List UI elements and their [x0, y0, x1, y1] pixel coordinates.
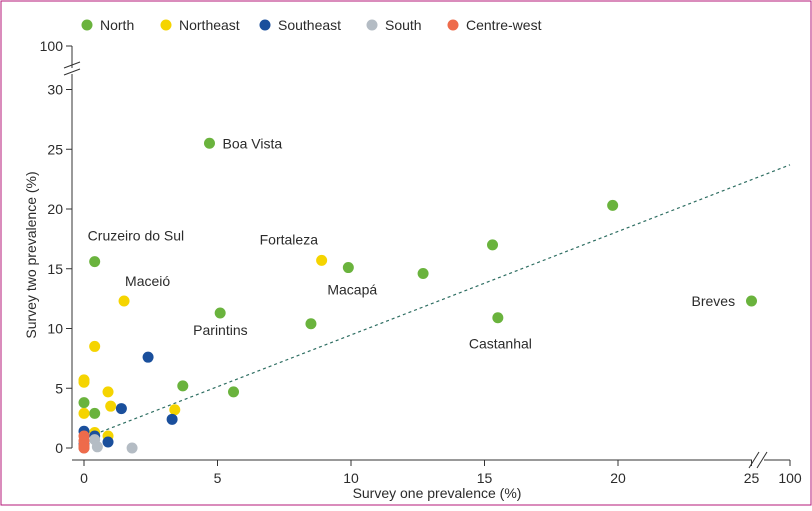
data-point [102, 436, 114, 448]
data-point [78, 397, 90, 409]
x-tick-label: 25 [744, 470, 760, 486]
data-point [342, 262, 354, 274]
data-point [118, 295, 130, 307]
x-tick-label: 20 [610, 470, 626, 486]
x-axis-break-mark [756, 451, 768, 469]
point-annotation: Breves [692, 293, 736, 309]
trendline [83, 164, 791, 439]
point-annotation: Cruzeiro do Sul [88, 228, 184, 244]
data-point [169, 404, 181, 416]
x-tick-label: 0 [80, 470, 88, 486]
data-point [166, 413, 178, 425]
point-annotation: Fortaleza [260, 231, 319, 247]
data-point [417, 268, 429, 280]
data-point [492, 312, 504, 324]
y-tick-label: 15 [47, 261, 63, 277]
point-annotation: Maceió [125, 273, 170, 289]
legend-marker [259, 19, 271, 31]
data-point [305, 318, 317, 330]
y-tick-label: 5 [55, 380, 63, 396]
data-point [78, 407, 90, 419]
data-point [746, 295, 757, 307]
y-tick-label: 30 [47, 82, 63, 98]
y-tick-label: 25 [47, 141, 63, 157]
legend-label: Southeast [278, 17, 341, 33]
data-point [89, 340, 101, 352]
data-point [142, 351, 154, 363]
y-axis-break-mark [63, 61, 81, 69]
legend-item: Southeast [259, 17, 341, 33]
points-layer [78, 137, 757, 454]
data-point [203, 137, 215, 149]
annotations-layer: Boa Vista Cruzeiro do Sul Fortaleza Maceió M… [88, 135, 735, 351]
y-tick-label: 0 [55, 440, 63, 456]
data-point [316, 254, 328, 266]
legend-label: North [100, 17, 134, 33]
legend-marker [447, 19, 459, 31]
data-point [607, 199, 619, 211]
data-point [78, 442, 90, 454]
y-tick-label: 100 [40, 38, 64, 54]
data-point [487, 239, 499, 251]
data-point [214, 307, 226, 319]
legend-label: Northeast [179, 17, 240, 33]
data-point [115, 403, 127, 415]
y-tick-label: 10 [47, 321, 63, 337]
data-point [89, 407, 101, 419]
data-point [105, 400, 117, 412]
data-point [78, 376, 90, 388]
x-tick-label: 10 [343, 470, 359, 486]
y-tick-label: 20 [47, 201, 63, 217]
axes: 0 5 10 15 20 25 30 100 0 5 10 15 20 25 100 Survey one p… [23, 38, 802, 501]
point-annotation: Macapá [327, 282, 377, 298]
legend-marker [366, 19, 378, 31]
legend-item: South [366, 17, 422, 33]
legend-marker [81, 19, 93, 31]
point-annotation: Boa Vista [222, 135, 282, 151]
legend-label: Centre-west [466, 17, 542, 33]
data-point [91, 441, 103, 453]
x-axis-title: Survey one prevalence (%) [353, 485, 522, 501]
legend-item: North [81, 17, 134, 33]
data-point [126, 442, 138, 454]
data-point [102, 386, 114, 398]
x-tick-label: 5 [214, 470, 222, 486]
y-axis-title: Survey two prevalence (%) [23, 171, 39, 338]
point-annotation: Parintins [193, 322, 247, 338]
y-axis-break-mark [63, 68, 81, 76]
point-annotation: Castanhal [469, 336, 532, 352]
data-point [89, 256, 101, 268]
x-axis-break-mark [748, 451, 760, 469]
x-tick-label: 100 [778, 470, 802, 486]
legend-item: Centre-west [447, 17, 542, 33]
legend-item: Northeast [160, 17, 240, 33]
legend-marker [160, 19, 172, 31]
data-point [228, 386, 240, 398]
legend: North Northeast Southeast South Centre-west [81, 17, 542, 33]
trendline-layer [83, 164, 791, 439]
data-point [177, 380, 189, 392]
x-tick-label: 15 [477, 470, 493, 486]
legend-label: South [385, 17, 422, 33]
